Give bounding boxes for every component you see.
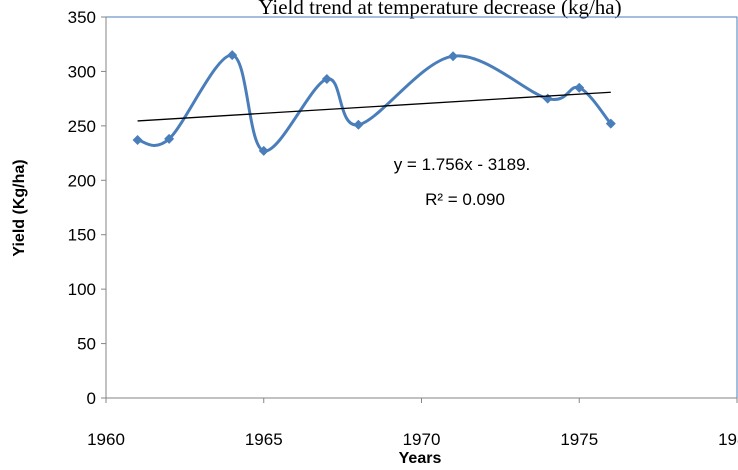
y-tick-label: 150	[68, 226, 96, 245]
marker	[321, 74, 332, 85]
y-tick-label: 350	[68, 8, 96, 27]
x-tick-label: 1960	[87, 430, 125, 449]
marker	[574, 82, 585, 93]
y-tick-label: 250	[68, 117, 96, 136]
y-axis-title: Yield (Kg/ha)	[11, 159, 28, 256]
x-tick-label: 1970	[403, 430, 441, 449]
trend-r-squared: R² = 0.090	[425, 190, 505, 209]
marker	[258, 145, 269, 156]
y-tick-label: 300	[68, 62, 96, 81]
y-tick-label: 200	[68, 171, 96, 190]
x-tick-label: 1975	[560, 430, 598, 449]
y-tick-label: 100	[68, 280, 96, 299]
x-tick-label: 1965	[245, 430, 283, 449]
y-tick-label: 0	[87, 389, 96, 408]
chart-title: Yield trend at temperature decrease (kg/…	[258, 0, 621, 19]
series-line	[137, 53, 612, 153]
marker	[605, 118, 616, 129]
trend-equation: y = 1.756x - 3189.	[394, 155, 531, 174]
marker	[448, 51, 459, 62]
marker	[542, 93, 553, 104]
marker	[353, 119, 364, 130]
x-tick-label: 1980	[718, 430, 738, 449]
marker	[132, 135, 143, 146]
x-axis-title: Years	[399, 450, 442, 467]
marker	[164, 133, 175, 144]
trendline	[137, 91, 611, 122]
marker	[227, 50, 238, 61]
y-tick-label: 50	[77, 335, 96, 354]
